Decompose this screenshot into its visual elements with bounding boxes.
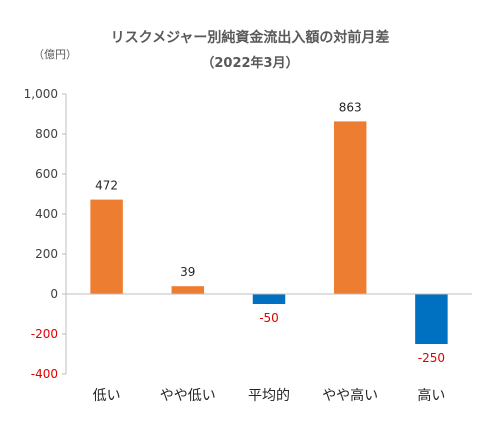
plot-area: -400 -200 0 200 400 600 800 1,000 472 低い 39 やや低い -50…: [24, 87, 472, 404]
y-tick-label: 400: [35, 207, 58, 221]
bar-3: [333, 121, 367, 295]
x-category-label: 高い: [417, 387, 445, 404]
y-tick-label: 200: [35, 247, 58, 261]
data-label: 863: [339, 100, 362, 114]
y-axis-unit: （億円）: [33, 48, 77, 61]
y-tick-label: 600: [35, 167, 58, 181]
data-label: 39: [180, 265, 195, 279]
bar-4: [415, 294, 448, 344]
y-tick-label: -200: [31, 327, 58, 341]
data-label: -250: [418, 351, 445, 365]
x-category-label: やや高い: [322, 387, 378, 404]
x-category-label: やや低い: [160, 388, 216, 404]
y-tick-label: 1,000: [24, 87, 58, 101]
x-category-label: 低い: [93, 388, 121, 404]
chart-title: リスクメジャー別純資金流出入額の対前月差: [111, 29, 390, 46]
y-tick-label: -400: [31, 367, 58, 381]
y-tick-label: 0: [50, 287, 58, 301]
bar-1: [171, 286, 205, 294]
x-category-label: 平均的: [248, 388, 290, 404]
y-tick-label: 800: [35, 127, 58, 141]
bar-0: [90, 199, 123, 294]
chart-subtitle: （2022年3月）: [201, 55, 298, 71]
data-label: -50: [259, 311, 279, 325]
bar-2: [252, 294, 286, 304]
data-label: 472: [95, 179, 118, 193]
